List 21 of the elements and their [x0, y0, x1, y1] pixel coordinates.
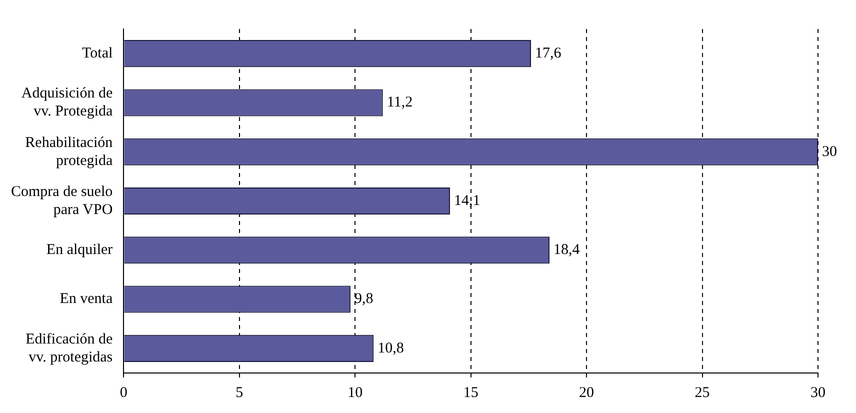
y-tick-label: Total	[82, 46, 113, 62]
x-tick-label: 15	[463, 384, 478, 401]
data-label: 10,8	[378, 340, 404, 356]
y-tick-label: Compra de suelo para VPO	[10, 184, 113, 218]
y-tick-label: En alquiler	[46, 242, 113, 258]
x-tick-label: 5	[236, 384, 244, 401]
x-tick-label: 25	[694, 384, 710, 401]
y-tick-label: Edificación de vv. protegidas	[26, 331, 113, 366]
data-label: 9,8	[354, 291, 374, 308]
data-label: 18,4	[554, 242, 580, 258]
x-tick-label: 0	[120, 384, 128, 401]
x-tick-label: 20	[579, 384, 594, 401]
y-tick-label: Rehabilitación protegida	[25, 134, 114, 169]
x-tick-label: 30	[810, 384, 826, 401]
x-tick-label: 10	[348, 384, 363, 401]
data-label: 11,2	[386, 94, 413, 111]
y-tick-label: En venta	[60, 291, 113, 308]
data-label: 14,1	[454, 192, 480, 209]
data-label: 30	[822, 144, 837, 160]
y-tick-label: Adquisición de vv. Protegida	[21, 86, 113, 120]
data-label: 17,6	[535, 46, 562, 62]
